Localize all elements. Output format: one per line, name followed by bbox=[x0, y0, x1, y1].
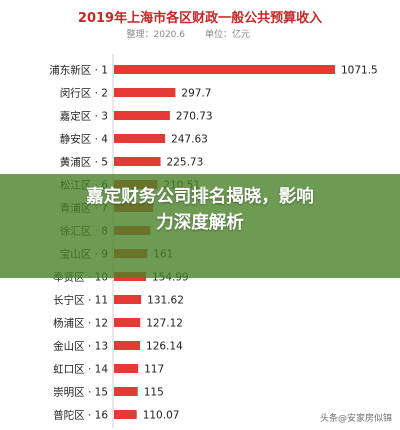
category-label: 崇明区 · 15 bbox=[53, 387, 108, 399]
value-label: 126.14 bbox=[146, 341, 183, 353]
value-label: 1071.5 bbox=[341, 65, 378, 77]
category-label: 嘉定区 · 3 bbox=[60, 110, 108, 123]
bar bbox=[114, 157, 161, 166]
value-label: 131.62 bbox=[147, 295, 184, 307]
headline-line-2: 力深度解析 bbox=[156, 213, 244, 233]
bar bbox=[114, 65, 335, 74]
headline-line-1: 嘉定财务公司排名揭晓，影响 bbox=[86, 187, 314, 207]
watermark: 头条@安家房似锦 bbox=[319, 414, 392, 424]
category-label: 长宁区 · 11 bbox=[53, 294, 108, 307]
headline: 嘉定财务公司排名揭晓，影响 力深度解析 bbox=[0, 184, 400, 236]
category-label: 杨浦区 · 12 bbox=[53, 317, 108, 330]
value-label: 225.73 bbox=[167, 157, 204, 169]
category-label: 静安区 · 4 bbox=[60, 133, 109, 146]
bar bbox=[114, 295, 142, 304]
chart-subtitle: 整理：2020.6 bbox=[127, 28, 186, 40]
value-label: 247.63 bbox=[171, 134, 208, 146]
bar bbox=[114, 88, 176, 97]
value-label: 115 bbox=[144, 387, 164, 399]
value-label: 117 bbox=[144, 364, 164, 376]
category-label: 普陀区 · 16 bbox=[53, 409, 108, 422]
bar bbox=[114, 364, 139, 373]
category-label: 黄浦区 · 5 bbox=[60, 156, 108, 169]
bar bbox=[114, 318, 141, 327]
chart-unit-label: 单位：亿元 bbox=[205, 28, 250, 40]
bar bbox=[114, 134, 166, 143]
category-label: 闵行区 · 2 bbox=[60, 87, 108, 100]
category-label: 浦东新区 · 1 bbox=[49, 64, 108, 77]
chart-title: 2019年上海市各区财政一般公共预算收入 bbox=[78, 10, 322, 26]
value-label: 110.07 bbox=[143, 410, 180, 422]
category-label: 金山区 · 13 bbox=[53, 340, 108, 353]
value-label: 270.73 bbox=[176, 111, 213, 123]
category-label: 虹口区 · 14 bbox=[53, 364, 108, 376]
value-label: 297.7 bbox=[181, 88, 211, 100]
bar bbox=[114, 111, 170, 120]
bar bbox=[114, 410, 137, 419]
headline-banner bbox=[0, 174, 400, 278]
bar bbox=[114, 387, 138, 396]
bar bbox=[114, 341, 141, 350]
value-label: 127.12 bbox=[146, 318, 183, 330]
